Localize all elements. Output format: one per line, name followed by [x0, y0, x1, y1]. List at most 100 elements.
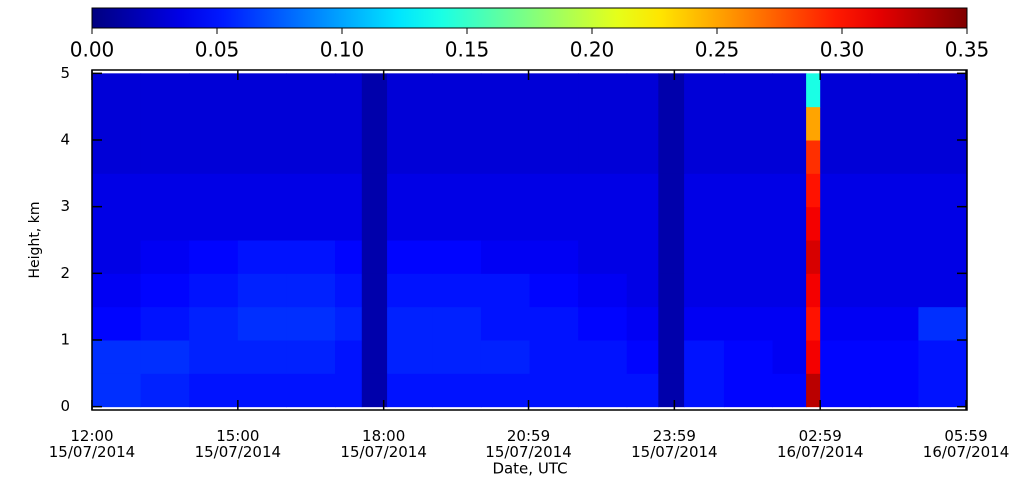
colorbar-tick-label: 0.00	[70, 38, 115, 62]
x-axis-label: Date, UTC	[492, 460, 567, 478]
heatmap-cell	[432, 373, 482, 408]
heatmap-cell	[286, 106, 336, 141]
x-tick-label: 05:59 16/07/2014	[922, 427, 1010, 461]
heatmap-cell	[387, 106, 433, 141]
heatmap-cell	[723, 73, 774, 108]
heatmap-cell	[772, 140, 807, 174]
heatmap-cell	[772, 340, 807, 374]
heatmap-cell	[626, 206, 659, 241]
colorbar-tick-label: 0.25	[695, 38, 740, 62]
heatmap-cell	[820, 340, 871, 374]
heatmap-cell	[92, 206, 142, 241]
heatmap-cell	[684, 173, 725, 208]
heatmap-cell	[480, 340, 530, 374]
y-tick-label: 5	[60, 64, 70, 82]
heatmap-cell	[529, 173, 579, 208]
heatmap-cell	[387, 173, 433, 208]
heatmap-cell	[387, 273, 433, 308]
heatmap-cell	[578, 173, 628, 208]
x-tick-label: 12:00 15/07/2014	[48, 427, 136, 461]
heatmap-cell	[658, 273, 685, 308]
heatmap-cell	[480, 240, 530, 274]
heatmap-cell	[869, 140, 919, 174]
heatmap-cell	[529, 340, 579, 374]
heatmap-cell	[361, 340, 388, 374]
colorbar-tick-label: 0.10	[320, 38, 365, 62]
plot-frame	[91, 69, 968, 411]
x-tick-label: 15:00 15/07/2014	[194, 427, 282, 461]
heatmap-cell	[626, 73, 659, 108]
heatmap-cell	[869, 73, 919, 108]
heatmap-cell	[918, 273, 968, 308]
heatmap-cell	[189, 306, 239, 341]
heatmap-cell	[772, 206, 807, 241]
heatmap-cell	[684, 340, 725, 374]
heatmap-cell	[529, 373, 579, 408]
heatmap-cell	[578, 373, 628, 408]
heatmap-cell	[335, 340, 363, 374]
heatmap-cell	[578, 340, 628, 374]
heatmap-cell	[432, 240, 482, 274]
heatmap-cell	[432, 140, 482, 174]
heatmap-cell	[869, 273, 919, 308]
heatmap-cell	[92, 373, 142, 408]
heatmap-cell	[140, 106, 190, 141]
heatmap-cell	[480, 73, 530, 108]
heatmap-cell	[626, 173, 659, 208]
heatmap-cell	[723, 340, 774, 374]
heatmap-cell	[140, 273, 190, 308]
heatmap-cell	[189, 373, 239, 408]
heatmap-cell	[820, 306, 871, 341]
heatmap-cell	[772, 306, 807, 341]
colorbar-tick-label: 0.05	[195, 38, 240, 62]
heatmap-cell	[432, 106, 482, 141]
y-tick-label: 0	[60, 397, 70, 415]
heatmap-cell	[92, 106, 142, 141]
heatmap-cell	[189, 140, 239, 174]
heatmap-cell	[658, 306, 685, 341]
heatmap-cell	[806, 306, 821, 341]
heatmap-cell	[335, 106, 363, 141]
heatmap-cell	[480, 373, 530, 408]
heatmap-cell	[723, 273, 774, 308]
heatmap-cell	[820, 273, 871, 308]
y-axis-label: Height, km	[27, 202, 43, 279]
heatmap-cell	[918, 106, 968, 141]
heatmap-cell	[869, 373, 919, 408]
colorbar-tick-label: 0.30	[820, 38, 865, 62]
heatmap-cell	[432, 340, 482, 374]
heatmap-cell	[684, 73, 725, 108]
heatmap-cell	[529, 206, 579, 241]
heatmap-cell	[529, 73, 579, 108]
heatmap-cell	[387, 306, 433, 341]
heatmap-cell	[480, 173, 530, 208]
heatmap-cell	[578, 206, 628, 241]
heatmap-cell	[140, 206, 190, 241]
heatmap-cell	[480, 140, 530, 174]
heatmap-cell	[237, 373, 287, 408]
heatmap-cell	[578, 73, 628, 108]
heatmap-cell	[529, 140, 579, 174]
heatmap-cell	[140, 73, 190, 108]
heatmap-cell	[806, 340, 821, 374]
heatmap-cell	[140, 140, 190, 174]
heatmap-cell	[286, 306, 336, 341]
heatmap-cell	[140, 173, 190, 208]
heatmap-cell	[918, 206, 968, 241]
heatmap-cell	[578, 140, 628, 174]
heatmap-cell	[387, 240, 433, 274]
heatmap-cell	[820, 240, 871, 274]
heatmap-cell	[529, 306, 579, 341]
heatmap-cell	[772, 106, 807, 141]
heatmap-cell	[626, 340, 659, 374]
heatmap-cell	[361, 206, 388, 241]
heatmap-cell	[361, 173, 388, 208]
heatmap-cell	[286, 140, 336, 174]
heatmap-cell	[658, 373, 685, 408]
heatmap-cell	[806, 73, 821, 108]
heatmap-cell	[432, 73, 482, 108]
heatmap-cell	[335, 273, 363, 308]
heatmap-cell	[820, 206, 871, 241]
heatmap-cell	[658, 140, 685, 174]
